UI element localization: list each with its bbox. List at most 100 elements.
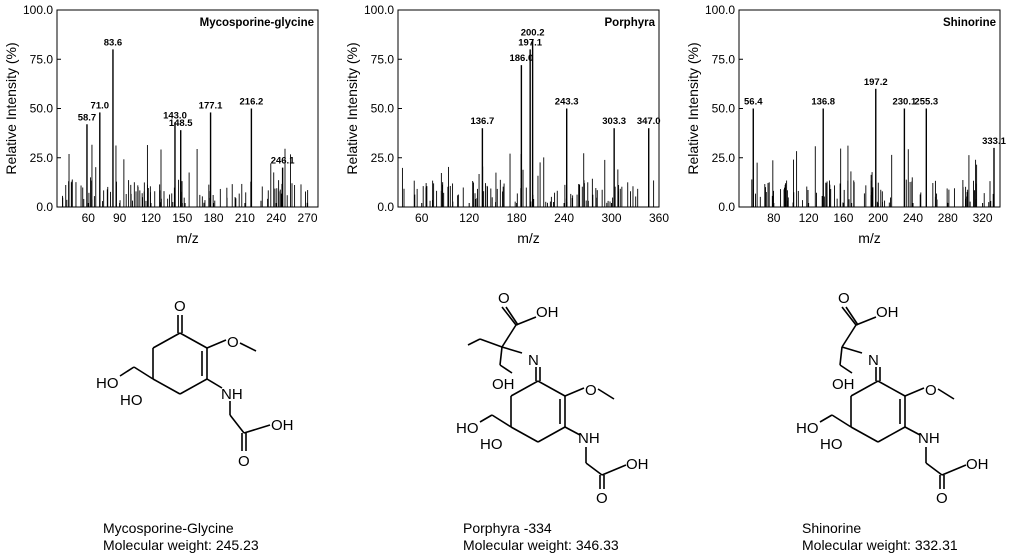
structure-drawing-porphyra-334: OH O N OH HO HO NH OH O O xyxy=(456,290,649,505)
atom-label: HO xyxy=(796,420,819,437)
caption-mycosporine-glycine: Mycosporine-Glycine Molecular weight: 24… xyxy=(103,520,259,554)
atom-label: NH xyxy=(578,430,600,447)
atom-label: HO xyxy=(456,420,479,437)
plot-frame xyxy=(738,9,1001,208)
x-tick-label: 300 xyxy=(602,211,622,225)
x-tick-label: 240 xyxy=(903,211,923,225)
spectrum-chart-mycosporine-glycine: 0.0 25.0 50.0 75.0 100.0 60 90 120 150 180 210 240 2… xyxy=(3,3,319,246)
compound-name: Shinorine xyxy=(802,520,862,536)
x-tick-label: 320 xyxy=(973,211,993,225)
atom-label: NH xyxy=(221,386,243,403)
compound-name: Porphyra -334 xyxy=(463,520,552,536)
y-tick-label: 0.0 xyxy=(36,200,53,214)
chart-title: Mycosporine-glycine xyxy=(200,17,314,29)
x-tick-label: 360 xyxy=(649,211,669,225)
spectrum-panel-porphyra: 0.0 25.0 50.0 75.0 100.0 60 120 180 240 300 360 m/z… xyxy=(341,0,682,250)
x-tick-label: 200 xyxy=(868,211,888,225)
y-tick-label: 100.0 xyxy=(705,3,735,17)
ring-bonds xyxy=(819,306,967,489)
compound-name: Mycosporine-Glycine xyxy=(103,520,234,536)
spectrum-panel-mycosporine-glycine: 0.0 25.0 50.0 75.0 100.0 60 90 120 150 180 210 240 2… xyxy=(0,0,341,250)
peak-label: 243.3 xyxy=(555,97,579,108)
peak-label: 230.1 xyxy=(892,97,916,108)
noise-peaks xyxy=(751,145,994,207)
peak-label: 143.0 xyxy=(163,110,187,121)
peak-label: 186.0 xyxy=(509,53,533,64)
atom-label: O xyxy=(174,298,186,315)
structure-porphyra-334: OH O N OH HO HO NH OH O O xyxy=(440,285,740,505)
atom-label: N xyxy=(868,352,879,369)
x-tick-label: 60 xyxy=(82,211,96,225)
x-tick-label: 280 xyxy=(938,211,958,225)
ring-bonds xyxy=(467,306,627,489)
structure-drawing-mycosporine-glycine: O HO HO NH OH O O xyxy=(96,298,294,470)
noise-peaks xyxy=(401,153,655,207)
y-tick-label: 75.0 xyxy=(712,52,736,66)
atom-label: NH xyxy=(918,430,940,447)
y-tick-label: 50.0 xyxy=(30,102,54,116)
x-tick-label: 180 xyxy=(204,211,224,225)
y-tick-label: 25.0 xyxy=(30,151,54,165)
peak-label: 333.1 xyxy=(982,136,1006,147)
x-tick-label: 180 xyxy=(507,211,527,225)
chart-title: Porphyra xyxy=(605,17,656,29)
spectrum-chart-porphyra: 0.0 25.0 50.0 75.0 100.0 60 120 180 240 300 360 m/z… xyxy=(344,3,669,246)
atom-label: HO xyxy=(96,375,119,392)
structure-drawing-shinorine: OH O N OH HO HO NH OH O O xyxy=(796,290,989,505)
x-axis-label: m/z xyxy=(858,230,881,246)
atom-label: O xyxy=(596,490,608,505)
x-axis-label: m/z xyxy=(517,230,540,246)
peak-label: 177.1 xyxy=(199,100,223,111)
y-tick-label: 100.0 xyxy=(23,3,53,17)
peak-label: 197.1 xyxy=(518,37,542,48)
y-tick-label: 50.0 xyxy=(371,102,395,116)
atom-label: OH xyxy=(536,304,559,321)
x-tick-label: 120 xyxy=(141,211,161,225)
molecular-weight: Molecular weight: 346.33 xyxy=(463,537,619,553)
x-tick-label: 60 xyxy=(415,211,429,225)
peak-label: 216.2 xyxy=(240,97,264,108)
peak-label: 148.5 xyxy=(169,118,193,129)
x-tick-label: 120 xyxy=(459,211,479,225)
peak-label: 71.0 xyxy=(91,100,110,111)
x-tick-label: 210 xyxy=(235,211,255,225)
peak-label: 83.6 xyxy=(104,37,123,48)
x-axis-label: m/z xyxy=(176,230,199,246)
y-tick-label: 0.0 xyxy=(377,200,394,214)
peak-label: 56.4 xyxy=(744,97,763,108)
peak-label: 246.1 xyxy=(271,156,295,167)
atom-label: O xyxy=(238,453,250,470)
y-axis-label: Relative Intensity (%) xyxy=(344,42,360,174)
atom-label: N xyxy=(528,352,539,369)
y-tick-label: 100.0 xyxy=(364,3,394,17)
atom-label: HO xyxy=(120,392,143,409)
y-tick-label: 75.0 xyxy=(30,52,54,66)
noise-peaks xyxy=(62,144,309,207)
molecular-weight: Molecular weight: 332.31 xyxy=(802,537,958,553)
atom-label: O xyxy=(936,490,948,505)
y-axis-label: Relative Intensity (%) xyxy=(685,42,701,174)
atom-label: O xyxy=(838,290,850,307)
atom-label: OH xyxy=(876,304,899,321)
atom-label: O xyxy=(498,290,510,307)
peak-label: 303.3 xyxy=(602,116,626,127)
atom-label: O xyxy=(227,334,239,351)
x-tick-label: 240 xyxy=(266,211,286,225)
atom-label: OH xyxy=(271,417,294,434)
atom-label: O xyxy=(925,382,937,399)
spectrum-panel-shinorine: 0.0 25.0 50.0 75.0 100.0 80 120 160 200 240 280 320… xyxy=(682,0,1023,250)
x-tick-label: 240 xyxy=(554,211,574,225)
structure-mycosporine-glycine: O HO HO NH OH O O xyxy=(80,285,380,505)
x-tick-label: 270 xyxy=(298,211,318,225)
caption-shinorine: Shinorine Molecular weight: 332.31 xyxy=(802,520,958,554)
x-tick-label: 120 xyxy=(799,211,819,225)
y-tick-label: 50.0 xyxy=(712,102,736,116)
y-tick-label: 75.0 xyxy=(371,52,395,66)
structure-shinorine: OH O N OH HO HO NH OH O O xyxy=(780,285,1024,505)
peak-label: 347.0 xyxy=(637,116,661,127)
chart-title: Shinorine xyxy=(943,17,996,29)
peak-label: 255.3 xyxy=(914,97,938,108)
peak-label: 200.2 xyxy=(521,28,545,39)
y-axis-label: Relative Intensity (%) xyxy=(3,42,19,174)
atom-label: OH xyxy=(492,376,515,393)
